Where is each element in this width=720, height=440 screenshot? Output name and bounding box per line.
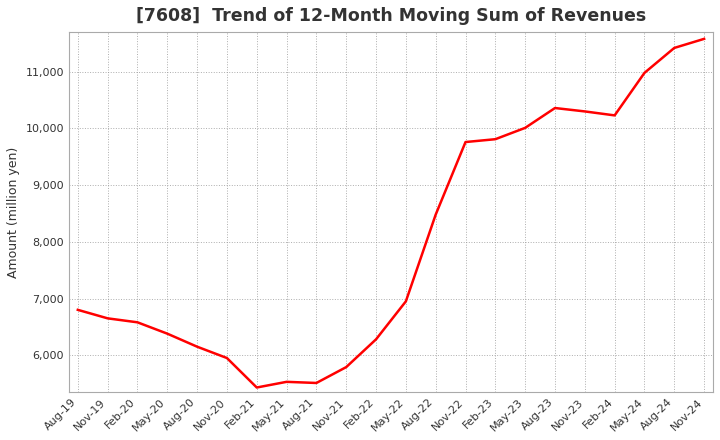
- Title: [7608]  Trend of 12-Month Moving Sum of Revenues: [7608] Trend of 12-Month Moving Sum of R…: [136, 7, 646, 25]
- Y-axis label: Amount (million yen): Amount (million yen): [7, 147, 20, 278]
